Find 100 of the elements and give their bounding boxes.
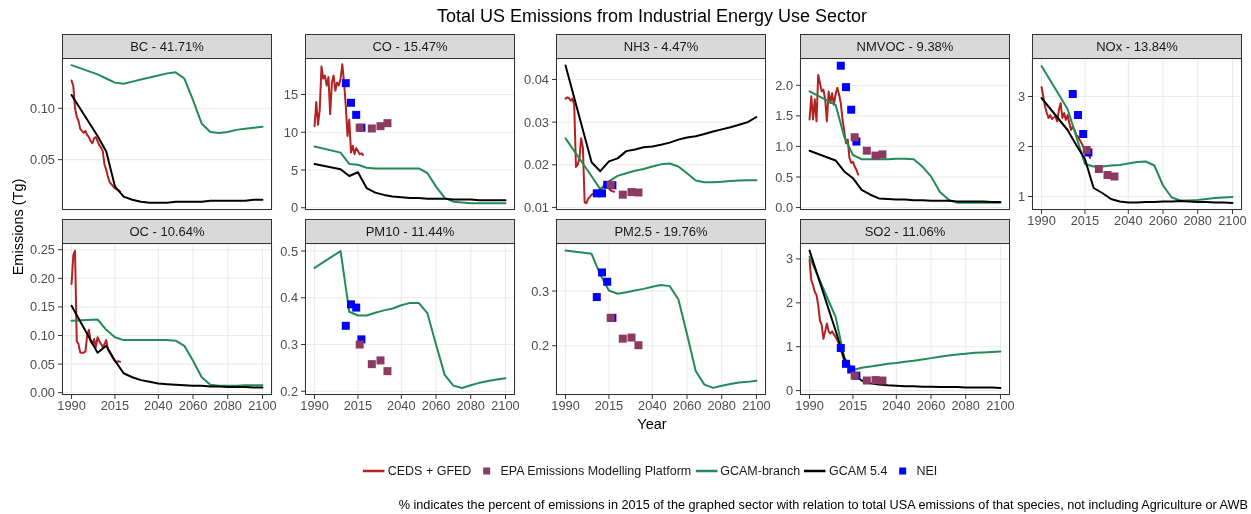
point [383, 367, 392, 376]
y-tick-label: 0.2 [280, 383, 298, 399]
legend-label: CEDS + GFED [387, 464, 472, 478]
y-tick-label: 0.00 [30, 385, 55, 401]
line-series [70, 304, 264, 389]
point [1094, 165, 1103, 173]
y-tick-label: 0.05 [30, 152, 55, 168]
legend-label: GCAM 5.4 [829, 464, 888, 478]
y-tick-label: 3 [1017, 89, 1025, 105]
chart-title: NMVOC - 9.38% [856, 39, 954, 54]
y-tick-label: 1.5 [775, 108, 793, 124]
chart-title: BC - 41.71% [130, 39, 204, 54]
point [862, 376, 871, 385]
y-tick-label: 0.10 [30, 328, 55, 344]
x-tick-label: 2100 [986, 398, 1015, 414]
line-series [808, 73, 860, 176]
point [1079, 130, 1088, 138]
x-tick-label: 2060 [672, 398, 702, 414]
point [597, 268, 606, 277]
y-tick-label: 0 [785, 383, 793, 399]
y-tick-label: 0.05 [30, 356, 55, 372]
point [618, 190, 627, 199]
point [850, 133, 859, 142]
x-tick-label: 2080 [213, 398, 242, 414]
line-series [313, 63, 365, 156]
x-tick-label: 2015 [100, 398, 130, 414]
y-tick-label: 10 [283, 124, 298, 140]
line-series [313, 145, 507, 205]
point [346, 98, 355, 107]
point [627, 333, 636, 342]
x-tick-label: 2100 [742, 398, 771, 414]
y-tick-label: 2 [1017, 139, 1025, 155]
x-tick-label: 2040 [144, 398, 173, 414]
point [367, 360, 376, 369]
text: Year [637, 416, 667, 432]
point [352, 110, 361, 119]
line-series [808, 90, 1002, 204]
point [592, 293, 601, 302]
y-tick-label: 0.3 [531, 283, 549, 299]
y-tick-label: 0.02 [524, 157, 549, 173]
y-tick-label: 0.04 [524, 72, 549, 88]
chart-title: OC - 10.64% [129, 224, 205, 239]
y-tick-label: 2 [785, 295, 793, 311]
x-tick-label: 2040 [638, 398, 667, 414]
y-tick-label: 15 [283, 87, 298, 103]
x-tick-label: 2015 [594, 398, 624, 414]
x-tick-label: 2060 [178, 398, 208, 414]
text: % indicates the percent of emissions in 2015 of the graphed sector with relation to total USA emissions of that species, not including Agriculture or AWB [398, 498, 1248, 512]
y-tick-label: 1 [1017, 189, 1025, 205]
point [836, 344, 845, 353]
point [841, 359, 850, 368]
x-tick-label: 2015 [1070, 213, 1100, 229]
y-tick-label: 0.03 [524, 114, 549, 130]
x-tick-label: 2060 [916, 398, 946, 414]
x-tick-label: 1990 [57, 398, 86, 414]
x-tick-label: 2080 [707, 398, 736, 414]
x-tick-label: 2100 [1218, 213, 1247, 229]
x-tick-label: 1990 [300, 398, 329, 414]
text: Total US Emissions from Industrial Energy Use Sector [436, 6, 868, 27]
point [376, 356, 385, 365]
point [841, 83, 850, 92]
y-tick-label: 0.4 [280, 290, 298, 306]
line-series [70, 249, 122, 363]
chart-title: PM2.5 - 19.76% [614, 224, 708, 239]
x-tick-label: 2100 [248, 398, 277, 414]
y-tick-label: 1 [785, 339, 793, 355]
y-tick-label: 0.5 [280, 243, 298, 259]
x-tick-label: 2040 [1114, 213, 1143, 229]
x-tick-label: 2080 [951, 398, 980, 414]
point [634, 188, 643, 197]
x-tick-label: 1990 [1027, 213, 1056, 229]
y-tick-label: 0.5 [775, 169, 793, 185]
chart-title: NH3 - 4.47% [623, 39, 699, 54]
point [634, 341, 643, 350]
point [878, 376, 887, 385]
point [618, 334, 627, 343]
legend-label: NEI [916, 464, 938, 478]
x-tick-label: 2100 [491, 398, 520, 414]
y-tick-label: 1.0 [775, 138, 793, 154]
line-series [808, 249, 1002, 389]
point [367, 124, 376, 133]
line-series [564, 96, 616, 205]
point [878, 150, 887, 159]
y-tick-label: 0.3 [280, 337, 298, 353]
y-tick-label: 0 [290, 200, 298, 216]
x-tick-label: 2040 [882, 398, 911, 414]
line-series [564, 249, 758, 389]
chart-title: PM10 - 11.44% [365, 224, 455, 239]
x-tick-label: 2080 [456, 398, 485, 414]
line-series [70, 318, 264, 387]
line-series [1040, 97, 1234, 204]
point [603, 277, 612, 286]
point [1068, 90, 1077, 98]
y-tick-label: 3 [785, 251, 793, 267]
y-tick-label: 0.10 [30, 100, 55, 116]
point [597, 189, 606, 198]
chart-title: CO - 15.47% [372, 39, 448, 54]
y-tick-label: 0.2 [531, 338, 549, 354]
y-tick-label: 0.15 [30, 299, 55, 315]
x-tick-label: 1990 [795, 398, 824, 414]
